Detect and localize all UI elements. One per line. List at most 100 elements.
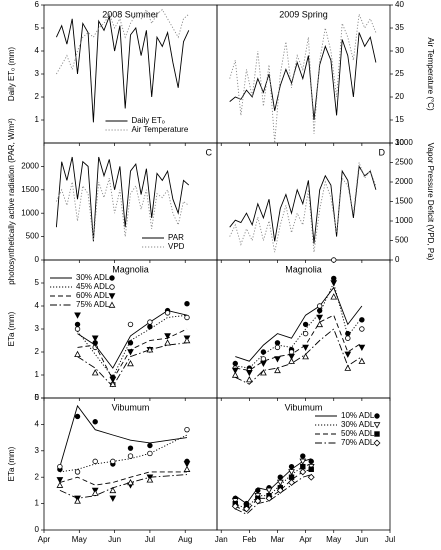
marker — [74, 312, 81, 319]
series-line — [235, 458, 312, 505]
series-line — [235, 314, 363, 371]
series-line — [77, 342, 188, 388]
legend-marker — [374, 413, 380, 419]
marker — [91, 489, 99, 496]
series-line — [56, 8, 190, 75]
legend-label: 30% ADL — [341, 420, 375, 429]
panel-frame — [43, 142, 218, 261]
marker — [109, 380, 117, 387]
y-tick-label: 1500 — [21, 185, 39, 194]
marker — [288, 463, 295, 470]
marker — [300, 453, 306, 459]
marker — [288, 469, 295, 476]
marker — [245, 369, 253, 377]
marker — [288, 479, 296, 486]
marker — [288, 353, 295, 361]
x-tick-label: Jan — [215, 535, 228, 544]
marker — [74, 413, 81, 420]
marker — [277, 474, 283, 480]
marker — [146, 476, 154, 483]
y-tick-label: 5 — [35, 278, 40, 287]
marker — [245, 376, 253, 383]
marker — [288, 349, 295, 355]
marker — [91, 369, 99, 376]
marker — [255, 487, 261, 494]
y-tick-label: 4 — [35, 420, 40, 429]
legend-label: 45% ADL — [76, 282, 110, 291]
marker — [146, 346, 154, 353]
marker — [265, 494, 273, 502]
y-tick-label: 2 — [35, 347, 40, 356]
marker — [288, 357, 295, 364]
y-tick-label: 4 — [35, 301, 40, 310]
x-tick-label: May — [326, 535, 341, 544]
series-line — [229, 12, 377, 144]
marker — [330, 280, 338, 287]
y2-tick-label: 500 — [395, 236, 409, 245]
legend-label: 10% ADL — [341, 411, 375, 420]
marker — [109, 486, 117, 494]
marker — [344, 364, 352, 371]
y-tick-label: 5 — [35, 393, 40, 402]
panel-letter: C — [206, 147, 213, 157]
y2-tick-label: 1500 — [395, 197, 413, 206]
marker — [92, 458, 98, 465]
y-tick-label: 1 — [35, 499, 40, 508]
y2-tick-label: 1000 — [395, 216, 413, 225]
x-tick-label: Jun — [108, 535, 121, 544]
marker — [147, 450, 153, 457]
marker — [147, 442, 153, 449]
marker — [302, 353, 309, 360]
marker — [358, 344, 366, 351]
panel-title: 2008 Summer — [102, 9, 159, 19]
marker — [127, 445, 134, 451]
marker — [316, 314, 324, 322]
panel-title: Magnolia — [285, 264, 322, 274]
legend-label: Air Temperature — [132, 125, 189, 134]
marker — [74, 350, 81, 358]
marker — [302, 330, 309, 337]
marker — [74, 497, 81, 504]
marker — [127, 349, 134, 356]
y-axis-label: photosynthetically active radiation (PAR… — [7, 118, 16, 285]
marker — [183, 461, 191, 468]
y-tick-label: 5 — [35, 23, 40, 32]
legend-label: VPD — [168, 242, 185, 251]
marker — [254, 497, 262, 505]
marker — [184, 314, 190, 321]
marker — [56, 477, 64, 484]
y-axis-label: Daily ETₒ (mm) — [7, 47, 16, 101]
marker — [344, 351, 352, 358]
marker — [302, 344, 309, 351]
marker — [92, 419, 98, 425]
marker — [359, 317, 365, 323]
marker — [358, 357, 366, 364]
marker — [183, 465, 191, 472]
marker — [345, 335, 351, 341]
marker — [164, 310, 171, 316]
marker — [127, 478, 134, 486]
y2-tick-label: 3000 — [395, 138, 413, 147]
panel-title: Magnolia — [112, 264, 149, 274]
y2-tick-label: 10 — [395, 138, 404, 147]
legend-label: 60% ADL — [76, 291, 110, 300]
marker — [331, 257, 337, 263]
marker — [331, 275, 337, 282]
marker — [231, 502, 239, 510]
y-tick-label: 6 — [35, 0, 40, 9]
legend-marker — [109, 275, 115, 281]
series-line — [235, 474, 312, 515]
series-line — [55, 14, 190, 123]
marker — [127, 453, 134, 459]
series-line — [59, 471, 187, 486]
y2-tick-label: 20 — [395, 92, 404, 101]
legend-label: PAR — [168, 233, 184, 242]
marker — [307, 473, 315, 481]
y-tick-label: 2000 — [21, 162, 39, 171]
y2-tick-label: 25 — [395, 69, 404, 78]
y-tick-label: 1 — [35, 115, 40, 124]
x-tick-label: Feb — [242, 535, 256, 544]
marker — [276, 486, 284, 494]
